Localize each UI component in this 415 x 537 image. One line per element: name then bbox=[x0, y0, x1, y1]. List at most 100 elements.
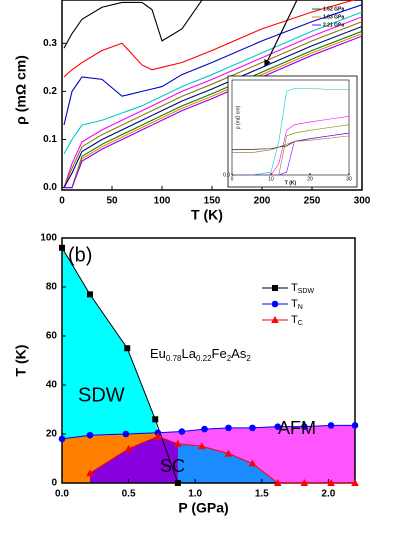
y-tick-label: 20 bbox=[46, 429, 58, 440]
y-tick-label: 100 bbox=[40, 233, 57, 244]
series-line bbox=[63, 25, 362, 188]
series-line bbox=[64, 33, 362, 189]
legend-name: T bbox=[291, 314, 298, 326]
x-tick-label: 2.0 bbox=[321, 489, 335, 500]
inset-panel: 0 10 20 30 0.0 T (K) ρ (mΩ cm) bbox=[223, 79, 352, 186]
series-line bbox=[63, 0, 203, 49]
data-point bbox=[351, 479, 359, 486]
legend-label: 1.83 GPa bbox=[323, 14, 344, 20]
x-tick-label: 300 bbox=[354, 196, 371, 207]
y-axis-title: ρ (mΩ cm) bbox=[13, 55, 29, 125]
legend-name: T bbox=[291, 298, 298, 310]
y-tick-label: 60 bbox=[46, 331, 58, 342]
x-tick-label: 20 bbox=[307, 176, 313, 182]
series-line bbox=[232, 124, 349, 175]
x-tick-label: 0.0 bbox=[55, 489, 69, 500]
data-point bbox=[327, 479, 335, 486]
formula-part: As bbox=[231, 346, 247, 361]
arrow bbox=[264, 0, 298, 68]
series-line bbox=[63, 0, 356, 78]
data-point bbox=[273, 479, 282, 486]
y-tick-label: 0.0 bbox=[43, 182, 57, 193]
data-point bbox=[274, 423, 282, 430]
data-point bbox=[86, 431, 94, 439]
x-axis-title: P (GPa) bbox=[178, 500, 228, 516]
data-point bbox=[86, 469, 94, 477]
x-tick-label: 100 bbox=[154, 196, 171, 207]
x-axis-title: T (K) bbox=[285, 180, 297, 186]
formula-sub: 2 bbox=[246, 354, 251, 363]
legend-sub: N bbox=[298, 304, 303, 311]
inset-frame bbox=[227, 75, 358, 188]
series-line bbox=[232, 135, 349, 153]
data-point bbox=[122, 430, 130, 438]
x-tick-label: 1.5 bbox=[255, 489, 269, 500]
data-point bbox=[351, 422, 359, 429]
x-axis-title: T (K) bbox=[191, 207, 223, 223]
data-point bbox=[124, 444, 133, 452]
x-tick-label: 250 bbox=[304, 196, 321, 207]
formula-sub: 0.22 bbox=[196, 354, 212, 363]
data-point bbox=[271, 300, 279, 308]
data-point bbox=[174, 480, 181, 486]
legend-name: T bbox=[291, 282, 298, 294]
data-point bbox=[327, 422, 335, 429]
phase-region bbox=[89, 436, 178, 483]
panel-label: (b) bbox=[68, 244, 92, 266]
x-tick-label: 50 bbox=[106, 196, 118, 207]
legend-sub: C bbox=[298, 320, 303, 327]
x-tick-label: 1.0 bbox=[188, 489, 202, 500]
series-line bbox=[63, 21, 362, 188]
formula-part: Eu bbox=[150, 346, 166, 361]
data-point bbox=[300, 479, 309, 486]
data-point bbox=[198, 442, 206, 450]
series-line bbox=[64, 30, 362, 189]
x-tick-label: 10 bbox=[268, 176, 274, 182]
data-point bbox=[86, 291, 93, 298]
x-tick-label: 0.5 bbox=[122, 489, 136, 500]
series-line bbox=[63, 4, 362, 126]
legend-label: TN bbox=[291, 298, 303, 311]
legend-label: 2.21 GPa bbox=[323, 22, 344, 28]
series-line bbox=[63, 16, 362, 188]
y-tick-label: 0 bbox=[51, 478, 57, 489]
x-tick-label: 30 bbox=[346, 176, 352, 182]
data-point bbox=[272, 285, 278, 291]
y-axis-title: T (K) bbox=[13, 345, 29, 377]
data-point bbox=[152, 416, 159, 423]
plot-frame bbox=[231, 79, 350, 176]
y-tick-label: 0.3 bbox=[43, 38, 57, 49]
region-label: AFM bbox=[278, 418, 316, 438]
series-line bbox=[232, 116, 349, 175]
data-point bbox=[249, 424, 256, 432]
legend-sub: SDW bbox=[298, 288, 315, 295]
y-tick-label: 0.1 bbox=[43, 134, 57, 145]
series-line bbox=[232, 88, 349, 175]
formula-sub: 0.78 bbox=[166, 354, 182, 363]
phase-panel: 0.0 0.5 1.0 1.5 2.0 0 20 40 60 80 100 P (GPa) T (K) T… bbox=[13, 233, 359, 516]
series-line bbox=[61, 424, 355, 440]
series-line bbox=[232, 132, 349, 175]
formula-sub: 2 bbox=[227, 354, 232, 363]
data-point bbox=[154, 432, 162, 440]
y-tick-label: 80 bbox=[46, 282, 58, 293]
data-point bbox=[174, 439, 182, 447]
y-tick-label: 40 bbox=[46, 380, 58, 391]
data-point bbox=[178, 428, 186, 435]
phase-region bbox=[62, 247, 158, 439]
region-label: SDW bbox=[78, 384, 125, 406]
legend-label: TSDW bbox=[291, 282, 314, 295]
region-label: SC bbox=[160, 456, 185, 476]
y-tick-label: 0.0 bbox=[223, 172, 230, 178]
data-point bbox=[271, 316, 279, 323]
legend-label: TC bbox=[291, 314, 303, 327]
formula: Eu0.78La0.22Fe2As2 bbox=[150, 346, 251, 363]
data-point bbox=[225, 424, 232, 432]
phase-region bbox=[157, 436, 278, 483]
x-tick-label: 150 bbox=[204, 196, 221, 207]
legend-label: 1.62 GPa bbox=[323, 6, 344, 12]
x-tick-label: 0 bbox=[231, 176, 234, 182]
data-point bbox=[201, 425, 208, 433]
data-point bbox=[58, 435, 66, 443]
